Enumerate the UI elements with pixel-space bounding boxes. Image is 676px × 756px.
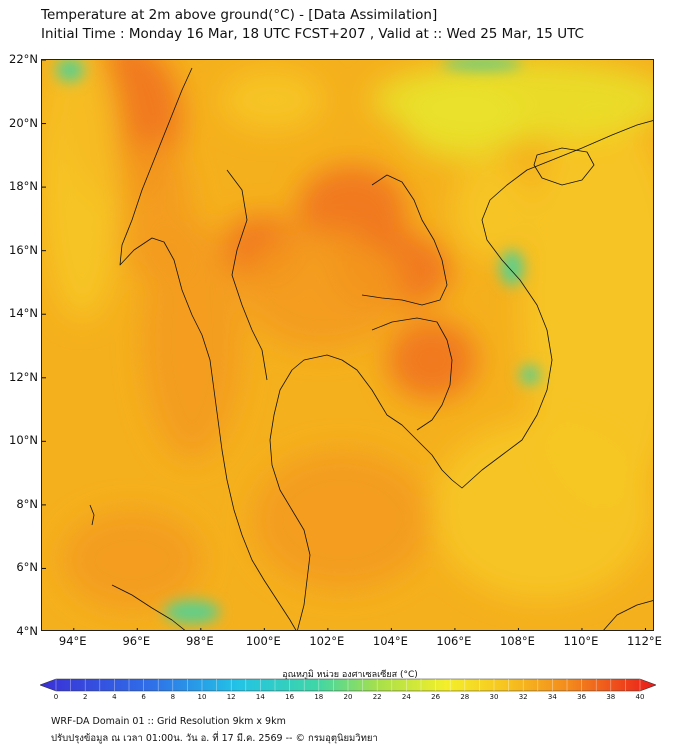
myanmar-thai-border xyxy=(226,169,268,381)
latitude-tick-label: 18°N xyxy=(9,179,38,194)
temperature-region xyxy=(432,420,652,600)
vietnam-coast xyxy=(451,120,653,489)
latitude-tick-label: 16°N xyxy=(9,242,38,257)
longitude-tick-label: 106°E xyxy=(436,634,472,648)
cambodia-border xyxy=(371,317,453,431)
cool-region xyxy=(56,60,84,82)
map-canvas xyxy=(42,60,653,630)
colorbar-title: อุณหภูมิ หน่วย องศาเซลเซียส (°C) xyxy=(282,670,418,680)
temperature-region xyxy=(452,160,532,260)
colorbar-tick-label: 28 xyxy=(460,693,470,701)
andaman-islands xyxy=(89,504,95,526)
cool-region xyxy=(442,60,522,70)
colorbar-tick-label: 24 xyxy=(401,693,411,701)
latitude-tick-label: 6°N xyxy=(16,560,38,575)
colorbar-tick-label: 12 xyxy=(226,693,236,701)
longitude-tick-label: 98°E xyxy=(185,634,214,648)
colorbar-tick-label: 0 xyxy=(53,693,59,701)
footer-model-info: WRF-DA Domain 01 :: Grid Resolution 9km … xyxy=(51,716,286,727)
longitude-tick-label: 96°E xyxy=(122,634,151,648)
cool-region xyxy=(500,250,524,286)
cool-region xyxy=(520,365,540,385)
temperature-region xyxy=(387,320,477,400)
colorbar-tick-label: 22 xyxy=(372,693,382,701)
burma-west-coast xyxy=(119,67,297,630)
colorbar-tick-label: 14 xyxy=(255,693,265,701)
temperature-region xyxy=(222,70,322,130)
latitude-tick-label: 8°N xyxy=(16,496,38,511)
longitude-tick-label: 112°E xyxy=(626,634,662,648)
longitude-tick-label: 108°E xyxy=(499,634,535,648)
coastlines-and-borders xyxy=(89,67,653,630)
colorbar-tick-label: 36 xyxy=(577,693,587,701)
hainan-island xyxy=(533,147,595,186)
longitude-tick-label: 94°E xyxy=(58,634,87,648)
latitude-tick-label: 22°N xyxy=(9,52,38,66)
colorbar-tick-label: 20 xyxy=(343,693,353,701)
temperature-region xyxy=(142,220,242,460)
colorbar-tick-label: 8 xyxy=(170,693,176,701)
temperature-region xyxy=(42,60,122,320)
temperature-map xyxy=(41,59,654,631)
thailand-laos-border xyxy=(361,174,448,306)
latitude-tick-label: 12°N xyxy=(9,369,38,384)
colorbar-tick-label: 4 xyxy=(112,693,117,701)
chart-title: Temperature at 2m above ground(°C) - [Da… xyxy=(41,7,438,23)
colorbar-tick-label: 40 xyxy=(635,693,645,701)
colorbar-tick-label: 16 xyxy=(285,693,295,701)
colorbar xyxy=(40,678,656,692)
borneo-coast xyxy=(603,600,653,630)
colorbar-tick-label: 2 xyxy=(82,693,88,701)
temperature-field xyxy=(42,60,653,610)
gulf-of-thailand-coast xyxy=(269,354,453,630)
lat-grid-ticks xyxy=(42,60,646,630)
colorbar-tick-label: 30 xyxy=(489,693,499,701)
latitude-tick-label: 14°N xyxy=(9,306,38,321)
colorbar-tick-label: 6 xyxy=(141,693,146,701)
latitude-tick-label: 20°N xyxy=(9,115,38,130)
latitude-tick-label: 10°N xyxy=(9,433,38,448)
sumatra-coast xyxy=(111,584,186,630)
temperature-region xyxy=(62,510,202,610)
chart-subtitle: Initial Time : Monday 16 Mar, 18 UTC FCS… xyxy=(41,26,584,42)
temperature-region xyxy=(242,230,402,350)
cool-areas xyxy=(56,60,540,624)
temperature-region xyxy=(252,450,432,590)
temperature-region xyxy=(402,80,522,160)
longitude-tick-label: 100°E xyxy=(245,634,281,648)
longitude-tick-label: 110°E xyxy=(563,634,599,648)
latitude-tick-label: 4°N xyxy=(16,624,38,638)
longitude-tick-label: 104°E xyxy=(372,634,408,648)
temperature-region xyxy=(522,110,653,510)
colorbar-tick-label: 34 xyxy=(547,693,557,701)
colorbar-tick-label: 10 xyxy=(197,693,207,701)
cool-region xyxy=(164,600,220,624)
colorbar-tick-label: 26 xyxy=(431,693,441,701)
colorbar-tick-label: 32 xyxy=(518,693,528,701)
colorbar-tick-label: 18 xyxy=(314,693,324,701)
longitude-tick-label: 102°E xyxy=(309,634,345,648)
footer-update-info: ปรับปรุงข้อมูล ณ เวลา 01:00น. วัน อ. ที่… xyxy=(51,733,378,744)
colorbar-tick-label: 38 xyxy=(606,693,616,701)
